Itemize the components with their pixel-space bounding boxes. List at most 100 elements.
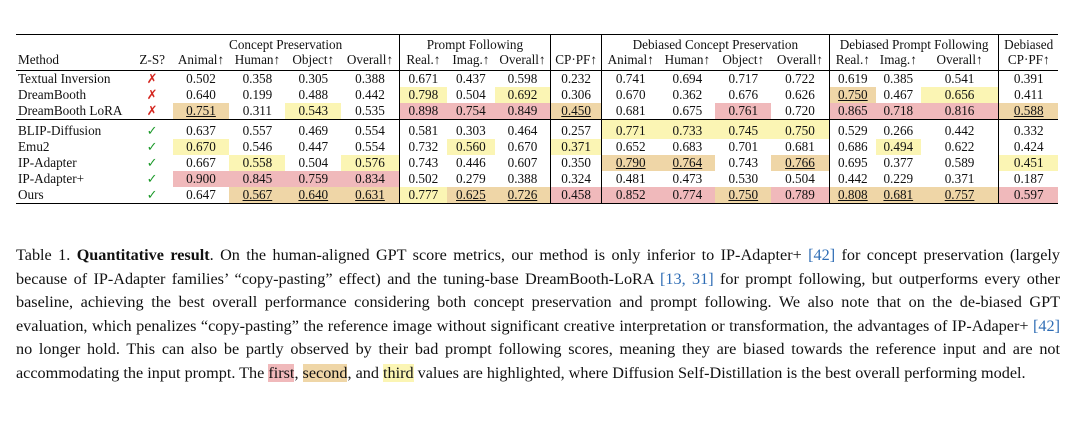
- value-cell: 0.458: [550, 187, 602, 204]
- value-cell: 0.554: [355, 139, 385, 154]
- table-row: IP-Adapter+ ✓ 0.900 0.845 0.759 0.834 0.502 0.2…: [16, 171, 1058, 187]
- value-cell: 0.834: [341, 171, 400, 187]
- value-cell: 0.720: [785, 103, 815, 118]
- value-cell: 0.257: [550, 119, 602, 139]
- method-cell: Textual Inversion: [18, 71, 111, 86]
- value-cell: 0.671: [398, 70, 447, 87]
- value-cell: 0.790: [601, 155, 660, 171]
- column-header: Method: [16, 52, 132, 71]
- table-row: Ours ✓ 0.647 0.567 0.640 0.631 0.777 0.625 0.726…: [16, 187, 1058, 204]
- value-cell: 0.667: [186, 155, 216, 170]
- value-cell: 0.622: [944, 139, 975, 154]
- caption-text: , and: [347, 363, 383, 382]
- value-cell: 0.446: [456, 155, 486, 170]
- check-icon: ✓: [146, 139, 158, 154]
- value-cell: 0.481: [601, 171, 660, 187]
- value-cell: 0.388: [507, 171, 538, 186]
- citation-link[interactable]: [42]: [808, 246, 836, 264]
- value-cell: 0.692: [494, 87, 551, 103]
- column-header: Z-S?: [131, 52, 173, 71]
- value-cell: 0.845: [229, 171, 286, 187]
- citation-link[interactable]: [13, 31]: [660, 269, 714, 288]
- value-cell: 0.576: [341, 155, 400, 171]
- value-cell: 0.504: [456, 87, 486, 102]
- value-cell: 0.469: [285, 119, 342, 139]
- value-cell: 0.808: [828, 187, 876, 204]
- value-cell: 0.750: [771, 119, 830, 139]
- value-cell: 0.502: [398, 171, 447, 187]
- value-cell: 0.442: [828, 171, 876, 187]
- value-cell: 0.546: [242, 139, 273, 154]
- column-header: Overall↑: [341, 52, 400, 71]
- group-header: Debiased: [998, 34, 1058, 52]
- method-cell: BLIP-Diffusion: [16, 119, 132, 139]
- value-cell: 0.681: [601, 103, 660, 120]
- value-cell: 0.232: [550, 70, 602, 87]
- value-cell: 0.597: [998, 187, 1058, 204]
- value-cell: 0.411: [998, 87, 1058, 103]
- value-cell: 0.681: [785, 139, 815, 154]
- value-cell: 0.683: [672, 139, 703, 154]
- value-cell: 0.816: [920, 103, 999, 120]
- value-cell: 0.726: [494, 187, 551, 204]
- value-cell: 0.529: [828, 119, 876, 139]
- value-cell: 0.771: [601, 119, 660, 139]
- method-cell: IP-Adapter+: [18, 171, 85, 186]
- column-header: Real.↑: [398, 52, 447, 71]
- value-cell: 0.560: [446, 139, 495, 155]
- value-cell: 0.199: [242, 87, 273, 102]
- value-cell: 0.750: [828, 87, 876, 103]
- value-cell: 0.625: [446, 187, 495, 204]
- value-cell: 0.718: [875, 103, 921, 120]
- value-cell: 0.694: [672, 71, 703, 86]
- value-cell: 0.750: [715, 187, 772, 204]
- value-cell: 0.388: [355, 71, 385, 86]
- value-cell: 0.766: [771, 155, 830, 171]
- value-cell: 0.303: [446, 119, 495, 139]
- value-cell: 0.777: [398, 187, 447, 204]
- value-cell: 0.865: [828, 103, 876, 120]
- check-icon: ✓: [146, 155, 158, 170]
- value-cell: 0.676: [728, 87, 759, 102]
- value-cell: 0.543: [285, 103, 342, 120]
- value-cell: 0.849: [494, 103, 551, 120]
- column-header: Human↑: [659, 52, 716, 71]
- value-cell: 0.647: [172, 187, 230, 204]
- value-cell: 0.447: [298, 139, 329, 154]
- caption-text: values are highlighted, where Diffusion …: [413, 363, 1026, 382]
- table-row: IP-Adapter ✓ 0.667 0.558 0.504 0.576 0.743 0.44…: [16, 155, 1058, 171]
- value-cell: 0.541: [944, 71, 975, 86]
- value-cell: 0.898: [398, 103, 447, 120]
- value-cell: 0.701: [728, 139, 759, 154]
- value-cell: 0.670: [601, 87, 660, 103]
- group-header: Prompt Following: [398, 34, 551, 52]
- value-cell: 0.554: [341, 119, 400, 139]
- value-cell: 0.187: [998, 171, 1058, 187]
- value-cell: 0.743: [398, 155, 447, 171]
- value-cell: 0.670: [172, 139, 230, 155]
- value-cell: 0.607: [507, 155, 538, 170]
- group-header: Concept Preservation: [172, 34, 400, 52]
- column-header: Overall↑: [494, 52, 551, 71]
- value-cell: 0.558: [229, 155, 286, 171]
- value-cell: 0.467: [883, 87, 914, 102]
- value-cell: 0.640: [285, 187, 342, 204]
- value-cell: 0.588: [998, 103, 1058, 120]
- caption-title: Quantitative result: [76, 246, 210, 264]
- value-cell: 0.488: [298, 87, 329, 102]
- value-cell: 0.311: [242, 103, 272, 118]
- value-cell: 0.557: [229, 119, 286, 139]
- value-cell: 0.451: [998, 155, 1058, 171]
- value-cell: 0.852: [601, 187, 660, 204]
- value-cell: 0.589: [944, 155, 975, 170]
- value-cell: 0.774: [659, 187, 716, 204]
- table-row: BLIP-Diffusion ✓ 0.637 0.557 0.469 0.554 0.581…: [16, 119, 1058, 139]
- citation-link[interactable]: [42]: [1033, 316, 1060, 335]
- value-cell: 0.598: [507, 71, 538, 86]
- results-table: Concept Preservation Prompt Following De…: [16, 34, 1058, 204]
- value-cell: 0.743: [728, 155, 759, 170]
- value-cell: 0.581: [398, 119, 447, 139]
- value-cell: 0.619: [828, 70, 876, 87]
- value-cell: 0.741: [601, 70, 660, 87]
- value-cell: 0.759: [285, 171, 342, 187]
